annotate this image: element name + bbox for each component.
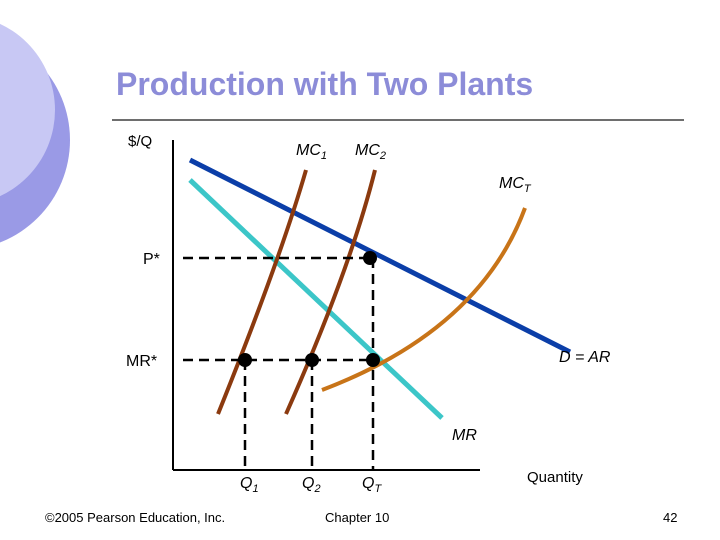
decor-circle-inner — [0, 23, 55, 197]
qt-label-sub: T — [374, 483, 382, 495]
point-qt — [366, 353, 380, 367]
y-axis-label: $/Q — [128, 133, 152, 150]
point-q2 — [305, 353, 319, 367]
point-q1 — [238, 353, 252, 367]
q2-label: Q2 — [302, 475, 321, 495]
mct-label-sub: T — [524, 183, 532, 195]
x-axis-label: Quantity — [527, 469, 583, 486]
footer-chapter: Chapter 10 — [325, 510, 390, 525]
point-p-star-qt — [363, 251, 377, 265]
mc2-curve — [284, 169, 377, 415]
demand-label: D = AR — [559, 349, 611, 366]
q2-label-base: Q — [302, 475, 314, 492]
mc2-label-base: MC — [355, 142, 380, 159]
q2-label-sub: 2 — [313, 483, 320, 495]
q1-label-base: Q — [240, 475, 252, 492]
mct-curve — [321, 207, 527, 392]
slide-title: Production with Two Plants — [116, 66, 534, 102]
mr-label: MR — [452, 427, 477, 444]
mc1-label: MC1 — [296, 142, 327, 162]
mc1-label-sub: 1 — [321, 150, 327, 162]
footer-page-number: 42 — [663, 510, 678, 525]
mct-label: MCT — [499, 175, 532, 195]
demand-curve — [188, 157, 572, 355]
qt-label-base: Q — [362, 475, 374, 492]
footer-copyright: ©2005 Pearson Education, Inc. — [45, 510, 226, 525]
mc1-curve — [216, 169, 308, 415]
mct-label-base: MC — [499, 175, 524, 192]
mc1-label-base: MC — [296, 142, 321, 159]
mr-curve — [188, 178, 444, 420]
mr-star-label: MR* — [126, 353, 157, 370]
mc2-label: MC2 — [355, 142, 386, 162]
p-star-label: P* — [143, 251, 160, 268]
mc2-label-sub: 2 — [379, 150, 386, 162]
q1-label-sub: 1 — [252, 483, 258, 495]
dashed-guides — [183, 256, 375, 470]
q1-label: Q1 — [240, 475, 259, 495]
title-divider — [112, 119, 684, 121]
qt-label: QT — [362, 475, 382, 495]
